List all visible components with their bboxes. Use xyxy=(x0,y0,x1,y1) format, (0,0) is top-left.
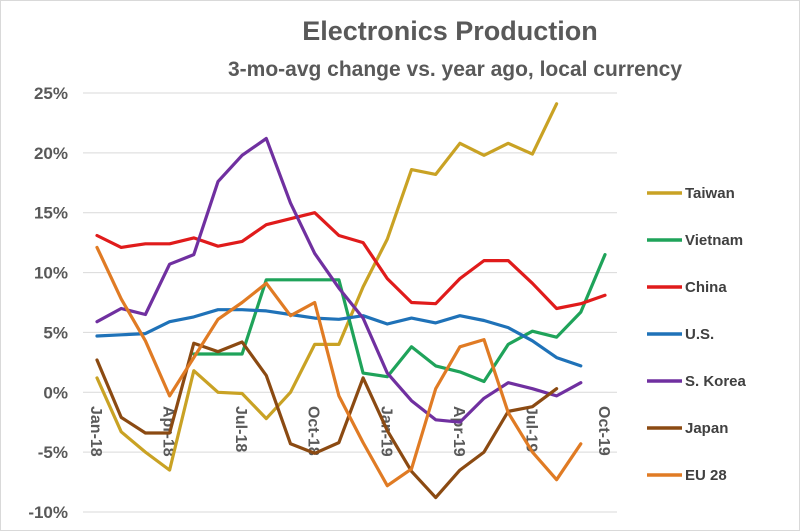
legend-label: Japan xyxy=(685,420,728,437)
legend-label: S. Korea xyxy=(685,373,747,390)
legend: Taiwan Vietnam China U.S. S. Korea Japan EU 28 xyxy=(647,185,747,484)
legend-item: EU 28 xyxy=(647,467,727,484)
series-line-japan xyxy=(95,340,559,500)
series-line-china xyxy=(95,211,607,311)
x-tick-label: Apr-19 xyxy=(450,406,467,457)
x-tick-label: Jul-19 xyxy=(522,406,539,452)
legend-item: S. Korea xyxy=(647,373,747,390)
series-line-u-s- xyxy=(95,308,583,368)
chart-title: Electronics Production xyxy=(302,16,598,46)
y-tick-label: -5% xyxy=(38,443,68,462)
x-tick-label: Oct-19 xyxy=(595,406,612,456)
y-tick-label: 10% xyxy=(34,264,68,283)
legend-item: Taiwan xyxy=(647,185,735,202)
legend-label: EU 28 xyxy=(685,467,727,484)
chart-subtitle: 3-mo-avg change vs. year ago, local curr… xyxy=(227,58,683,81)
y-tick-label: 15% xyxy=(34,204,68,223)
legend-item: U.S. xyxy=(647,326,714,343)
y-tick-label: 5% xyxy=(43,323,68,342)
y-tick-label: 20% xyxy=(34,144,68,163)
x-tick-label: Oct-18 xyxy=(305,406,322,456)
legend-label: Taiwan xyxy=(685,185,735,202)
x-tick-label: Jul-18 xyxy=(232,406,249,452)
legend-label: Vietnam xyxy=(685,232,743,249)
legend-item: Vietnam xyxy=(647,232,743,249)
legend-item: Japan xyxy=(647,420,728,437)
series-lines xyxy=(95,102,607,500)
y-tick-label: 25% xyxy=(34,84,68,103)
y-tick-label: -10% xyxy=(28,503,68,522)
legend-item: China xyxy=(647,279,727,296)
series-line-vietnam xyxy=(192,253,607,384)
y-tick-label: 0% xyxy=(43,383,68,402)
x-tick-label: Jan-18 xyxy=(87,406,104,457)
legend-label: China xyxy=(685,279,727,296)
legend-label: U.S. xyxy=(685,326,714,343)
y-axis: 25% 20% 15% 10% 5% 0% -5% -10% xyxy=(28,84,68,522)
